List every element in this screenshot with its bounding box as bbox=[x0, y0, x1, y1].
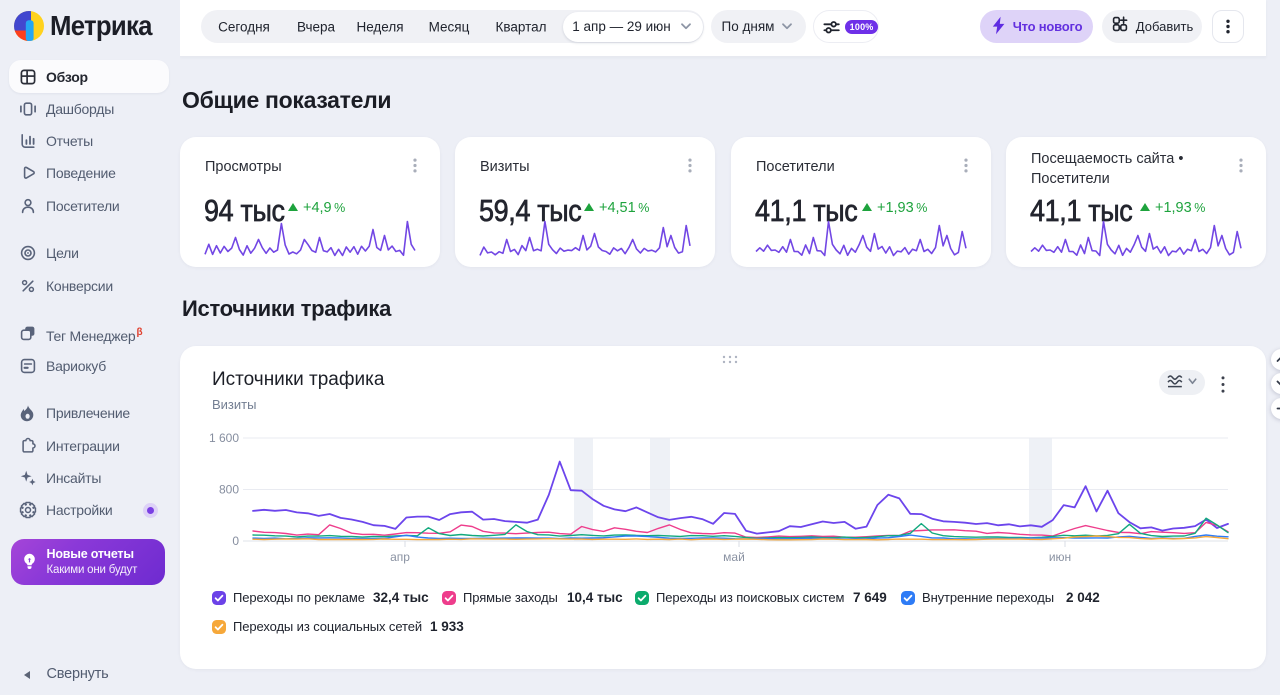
svg-text:0: 0 bbox=[232, 534, 239, 548]
svg-text:800: 800 bbox=[219, 483, 239, 497]
svg-text:май: май bbox=[723, 550, 745, 564]
svg-text:1 600: 1 600 bbox=[209, 431, 239, 445]
svg-text:июн: июн bbox=[1049, 550, 1071, 564]
svg-text:апр: апр bbox=[390, 550, 410, 564]
